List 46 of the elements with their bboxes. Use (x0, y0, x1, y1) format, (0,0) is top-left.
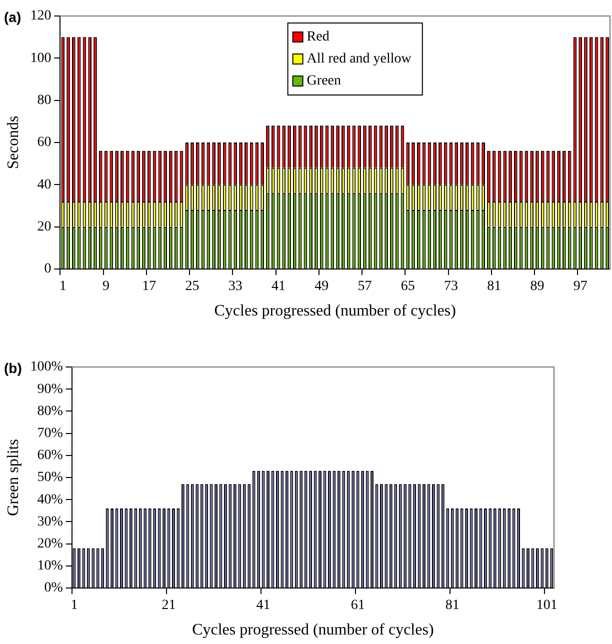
x-tick-label: 49 (314, 279, 329, 294)
y-tick-label: 60 (37, 135, 52, 150)
legend-label: All red and yellow (306, 52, 412, 67)
x-tick-label: 73 (444, 279, 458, 294)
y-tick-label: 0% (44, 580, 64, 596)
y-tick-label: 40 (37, 177, 52, 192)
x-tick-label: 97 (573, 279, 588, 294)
y-tick-label: 100 (30, 50, 52, 66)
y-tick-label: 20% (37, 536, 64, 552)
x-tick-label: 1 (59, 279, 66, 294)
y-tick-label: 60% (37, 448, 64, 464)
x-tick-label: 21 (162, 598, 176, 614)
x-axis-title: Cycles progressed (number of cycles) (192, 622, 434, 639)
x-tick-label: 33 (228, 279, 242, 294)
legend-label: Red (306, 30, 330, 45)
y-tick-label: 40% (37, 492, 64, 508)
x-tick-label: 61 (350, 598, 365, 614)
y-tick-label: 120 (30, 8, 52, 24)
x-tick-label: 89 (530, 279, 544, 294)
y-tick-label: 80% (37, 404, 64, 419)
y-tick-label: 100% (30, 360, 64, 375)
x-tick-label: 25 (185, 279, 200, 294)
x-tick-label: 1 (70, 598, 78, 614)
y-axis-title: Seconds (4, 116, 22, 170)
x-tick-label: 81 (487, 279, 502, 294)
y-tick-label: 20 (37, 220, 52, 235)
y-tick-label: 80 (37, 93, 52, 108)
x-tick-label: 57 (358, 279, 372, 294)
x-tick-label: 101 (536, 598, 558, 614)
chart-title: (a) (4, 8, 22, 25)
x-tick-label: 81 (445, 598, 460, 614)
x-tick-label: 41 (256, 598, 270, 614)
chart-title: (b) (4, 360, 22, 376)
x-axis-title: Cycles progressed (number of cycles) (214, 302, 456, 320)
y-tick-label: 70% (37, 426, 64, 441)
y-tick-label: 90% (37, 382, 64, 397)
y-axis-title: Green splits (4, 439, 22, 516)
y-tick-label: 10% (37, 558, 64, 574)
y-tick-label: 0 (44, 262, 52, 277)
x-tick-label: 65 (400, 279, 415, 294)
x-tick-label: 17 (142, 279, 156, 294)
x-tick-label: 9 (102, 279, 110, 294)
y-tick-label: 30% (37, 514, 64, 530)
y-tick-label: 50% (37, 470, 64, 486)
legend-label: Green (306, 74, 342, 89)
x-tick-label: 41 (272, 279, 286, 294)
